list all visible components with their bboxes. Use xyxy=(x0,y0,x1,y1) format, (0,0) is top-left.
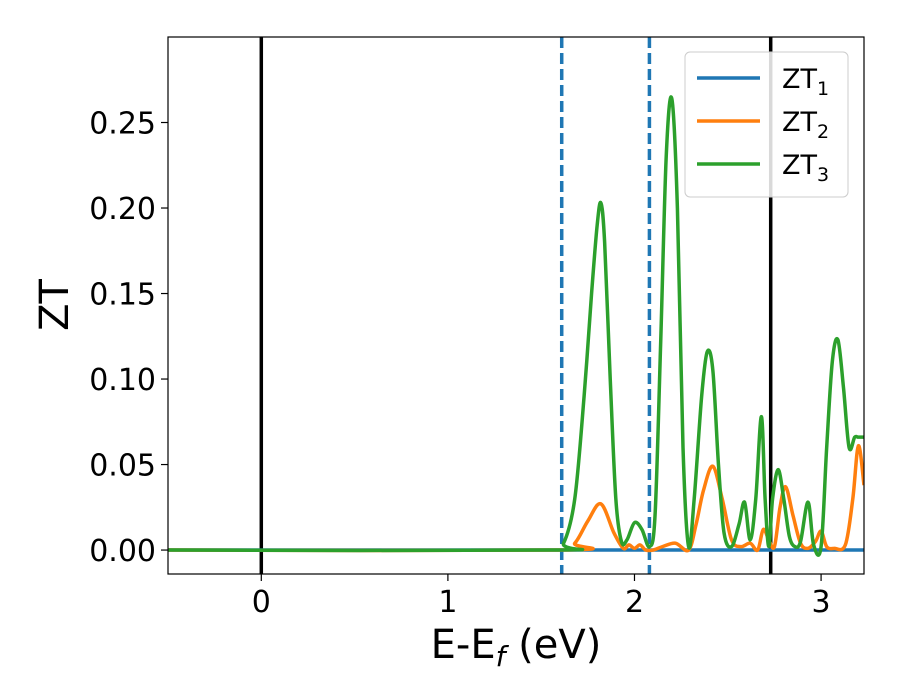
series-layer xyxy=(168,95,864,557)
legend-label-subscript: 2 xyxy=(817,121,829,143)
y-tick-label: 0.15 xyxy=(89,278,156,313)
legend-label-zt1: ZT1 xyxy=(782,64,829,100)
legend-label-main: ZT xyxy=(782,107,817,138)
x-axis-title-main: E-E xyxy=(431,622,496,668)
legend-label-main: ZT xyxy=(782,64,817,95)
x-tick-label: 2 xyxy=(625,585,644,620)
y-tick-label: 0.10 xyxy=(89,363,156,398)
y-tick-label: 0.25 xyxy=(89,107,156,142)
series-line-zt3 xyxy=(168,95,864,557)
y-axis-title: ZT xyxy=(32,279,78,331)
plot-frame xyxy=(167,36,865,575)
legend-label-zt2: ZT2 xyxy=(782,107,829,143)
legend-label-zt3: ZT3 xyxy=(782,150,829,186)
x-tick-label: 0 xyxy=(252,585,271,620)
legend-box xyxy=(684,51,849,198)
legend-label-subscript: 1 xyxy=(817,78,829,100)
legend-label-subscript: 3 xyxy=(817,164,829,186)
x-tick-label: 1 xyxy=(438,585,457,620)
x-axis: 0 1 2 3 xyxy=(252,574,831,620)
x-axis-title: E-Ef (eV) xyxy=(431,622,602,673)
y-tick-label: 0.20 xyxy=(89,192,156,227)
x-axis-title-unit: (eV) xyxy=(505,622,601,668)
x-tick-label: 3 xyxy=(812,585,831,620)
legend-label-main: ZT xyxy=(782,150,817,181)
y-axis: 0.00 0.05 0.10 0.15 0.20 0.25 xyxy=(89,107,168,569)
y-tick-label: 0.05 xyxy=(89,449,156,484)
y-tick-label: 0.00 xyxy=(89,534,156,569)
series-line-zt2 xyxy=(168,443,864,553)
